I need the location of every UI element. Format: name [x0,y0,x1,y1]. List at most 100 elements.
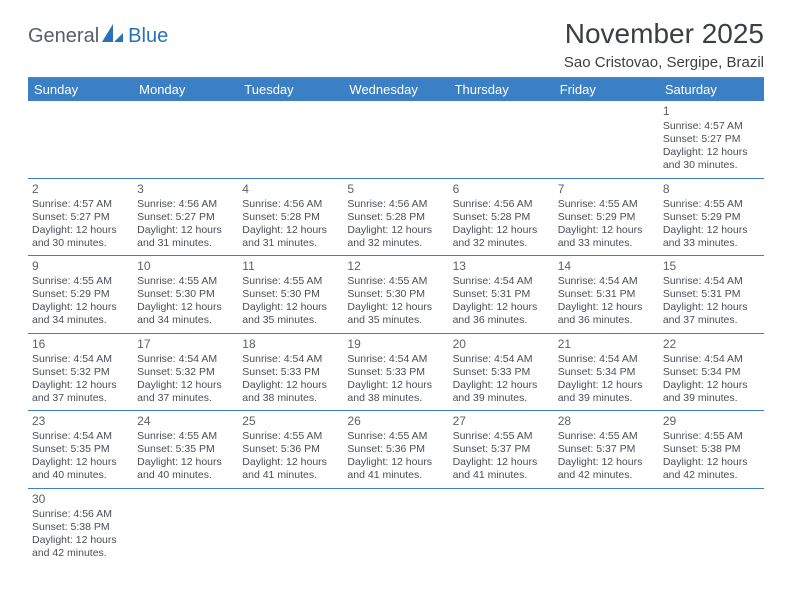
calendar-day: 9Sunrise: 4:55 AMSunset: 5:29 PMDaylight… [28,256,133,334]
day-detail: Sunrise: 4:54 AM [663,275,760,288]
day-detail: and 33 minutes. [558,237,655,250]
day-detail: and 41 minutes. [453,469,550,482]
day-number: 19 [347,337,444,352]
day-detail: Sunset: 5:34 PM [663,366,760,379]
day-detail: and 32 minutes. [453,237,550,250]
day-detail: Sunrise: 4:54 AM [558,353,655,366]
day-detail: Daylight: 12 hours [453,224,550,237]
location: Sao Cristovao, Sergipe, Brazil [564,54,764,71]
day-detail: Daylight: 12 hours [663,379,760,392]
day-detail: Sunrise: 4:54 AM [663,353,760,366]
day-detail: Daylight: 12 hours [347,301,444,314]
day-detail: Sunset: 5:28 PM [242,211,339,224]
day-detail: Sunset: 5:37 PM [558,443,655,456]
day-number: 5 [347,182,444,197]
day-detail: Sunset: 5:32 PM [137,366,234,379]
day-detail: and 39 minutes. [663,392,760,405]
day-detail: and 34 minutes. [32,314,129,327]
calendar-day: 23Sunrise: 4:54 AMSunset: 5:35 PMDayligh… [28,411,133,489]
day-detail: Sunset: 5:27 PM [137,211,234,224]
calendar-day: 10Sunrise: 4:55 AMSunset: 5:30 PMDayligh… [133,256,238,334]
day-detail: Sunset: 5:37 PM [453,443,550,456]
day-detail: Sunrise: 4:54 AM [558,275,655,288]
header: General Blue November 2025 Sao Cristovao… [28,18,764,71]
day-detail: Daylight: 12 hours [347,379,444,392]
calendar-day-empty [554,101,659,178]
day-detail: and 40 minutes. [137,469,234,482]
day-detail: Sunrise: 4:55 AM [242,430,339,443]
calendar-day: 13Sunrise: 4:54 AMSunset: 5:31 PMDayligh… [449,256,554,334]
day-detail: and 38 minutes. [347,392,444,405]
day-detail: Sunset: 5:38 PM [663,443,760,456]
day-number: 26 [347,414,444,429]
day-detail: Daylight: 12 hours [558,379,655,392]
calendar-day: 12Sunrise: 4:55 AMSunset: 5:30 PMDayligh… [343,256,448,334]
calendar-week: 2Sunrise: 4:57 AMSunset: 5:27 PMDaylight… [28,178,764,256]
weekday-header: Tuesday [238,78,343,101]
day-detail: Sunrise: 4:55 AM [242,275,339,288]
day-detail: Sunrise: 4:55 AM [663,198,760,211]
weekday-header: Friday [554,78,659,101]
day-detail: Sunset: 5:28 PM [347,211,444,224]
day-detail: and 39 minutes. [453,392,550,405]
day-detail: Sunrise: 4:54 AM [32,430,129,443]
calendar-day: 17Sunrise: 4:54 AMSunset: 5:32 PMDayligh… [133,333,238,411]
day-detail: Daylight: 12 hours [453,301,550,314]
calendar-day: 15Sunrise: 4:54 AMSunset: 5:31 PMDayligh… [659,256,764,334]
day-detail: Sunrise: 4:56 AM [137,198,234,211]
day-number: 21 [558,337,655,352]
month-title: November 2025 [564,18,764,50]
day-detail: Sunset: 5:29 PM [558,211,655,224]
day-detail: Daylight: 12 hours [32,301,129,314]
calendar-day-empty [238,488,343,565]
day-detail: and 38 minutes. [242,392,339,405]
calendar-day: 5Sunrise: 4:56 AMSunset: 5:28 PMDaylight… [343,178,448,256]
day-detail: Sunset: 5:28 PM [453,211,550,224]
day-detail: Sunrise: 4:54 AM [347,353,444,366]
day-detail: Sunset: 5:31 PM [663,288,760,301]
day-detail: Sunrise: 4:55 AM [558,198,655,211]
day-detail: Sunset: 5:33 PM [453,366,550,379]
calendar-week: 30Sunrise: 4:56 AMSunset: 5:38 PMDayligh… [28,488,764,565]
logo-text-blue: Blue [128,25,168,48]
calendar-week: 1Sunrise: 4:57 AMSunset: 5:27 PMDaylight… [28,101,764,178]
day-detail: Daylight: 12 hours [453,379,550,392]
calendar-day: 21Sunrise: 4:54 AMSunset: 5:34 PMDayligh… [554,333,659,411]
day-detail: Sunrise: 4:57 AM [663,120,760,133]
day-detail: Sunset: 5:30 PM [137,288,234,301]
day-detail: and 32 minutes. [347,237,444,250]
day-number: 20 [453,337,550,352]
calendar-day-empty [554,488,659,565]
day-detail: and 40 minutes. [32,469,129,482]
calendar-day-empty [449,101,554,178]
day-detail: and 39 minutes. [558,392,655,405]
calendar-day-empty [28,101,133,178]
calendar-day: 1Sunrise: 4:57 AMSunset: 5:27 PMDaylight… [659,101,764,178]
day-detail: Daylight: 12 hours [663,456,760,469]
day-number: 15 [663,259,760,274]
calendar-day: 29Sunrise: 4:55 AMSunset: 5:38 PMDayligh… [659,411,764,489]
day-detail: and 34 minutes. [137,314,234,327]
weekday-header: Thursday [449,78,554,101]
calendar-day-empty [449,488,554,565]
day-number: 27 [453,414,550,429]
day-number: 1 [663,104,760,119]
calendar-week: 23Sunrise: 4:54 AMSunset: 5:35 PMDayligh… [28,411,764,489]
calendar-day: 11Sunrise: 4:55 AMSunset: 5:30 PMDayligh… [238,256,343,334]
day-number: 17 [137,337,234,352]
day-detail: and 33 minutes. [663,237,760,250]
day-detail: Sunrise: 4:54 AM [453,275,550,288]
day-detail: Sunrise: 4:55 AM [453,430,550,443]
day-detail: Sunset: 5:35 PM [137,443,234,456]
calendar-day: 7Sunrise: 4:55 AMSunset: 5:29 PMDaylight… [554,178,659,256]
day-number: 29 [663,414,760,429]
day-detail: Sunset: 5:29 PM [663,211,760,224]
day-detail: Sunrise: 4:56 AM [32,508,129,521]
calendar-day: 22Sunrise: 4:54 AMSunset: 5:34 PMDayligh… [659,333,764,411]
day-detail: Sunrise: 4:55 AM [347,275,444,288]
day-number: 2 [32,182,129,197]
day-detail: and 37 minutes. [137,392,234,405]
day-number: 9 [32,259,129,274]
day-number: 16 [32,337,129,352]
day-number: 14 [558,259,655,274]
